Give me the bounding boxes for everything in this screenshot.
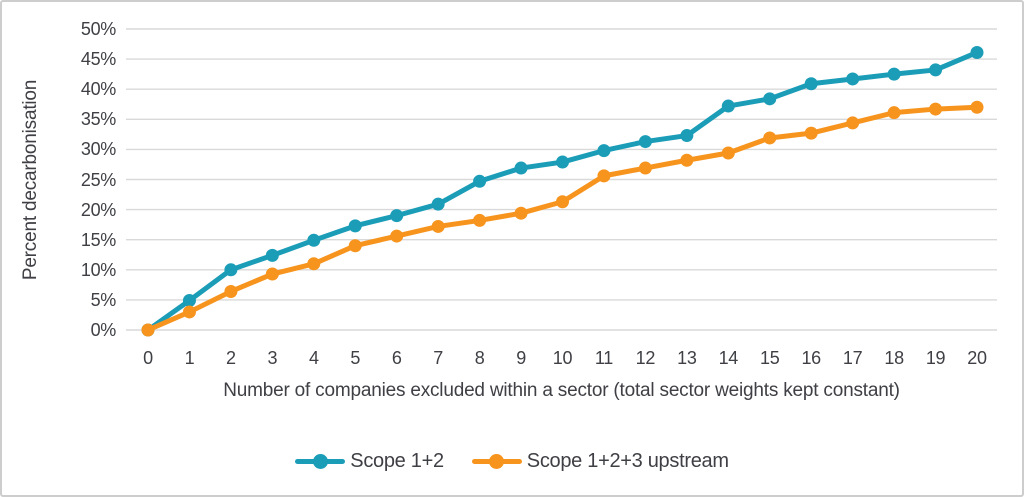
data-point — [763, 131, 777, 145]
x-tick-label: 2 — [226, 348, 236, 368]
legend-item-scope-1-2: Scope 1+2 — [295, 450, 444, 473]
x-tick-label: 9 — [516, 348, 526, 368]
chart-legend: Scope 1+2 Scope 1+2+3 upstream — [2, 445, 1022, 477]
x-tick-label: 10 — [552, 348, 573, 368]
x-tick-label: 17 — [842, 348, 863, 368]
data-point — [473, 213, 487, 227]
x-tick-label: 8 — [474, 348, 485, 368]
data-point — [265, 248, 279, 262]
data-point — [680, 153, 694, 167]
x-tick-label: 11 — [594, 348, 613, 368]
legend-label: Scope 1+2 — [350, 449, 444, 472]
data-point — [763, 92, 777, 106]
data-point — [307, 257, 321, 271]
y-tick-label: 20% — [80, 199, 116, 220]
data-point — [141, 323, 155, 337]
data-point — [638, 161, 652, 175]
x-tick-label: 15 — [760, 348, 780, 368]
y-tick-label: 15% — [80, 229, 116, 250]
data-point — [556, 155, 569, 169]
x-tick-label: 4 — [308, 348, 319, 368]
x-tick-label: 13 — [677, 348, 697, 368]
data-point — [721, 99, 735, 113]
x-tick-label: 0 — [143, 348, 153, 368]
data-point — [431, 197, 445, 211]
data-point — [224, 263, 238, 277]
x-tick-label: 5 — [350, 348, 361, 368]
y-tick-label: 40% — [80, 79, 116, 100]
line-marker-swatch-icon — [471, 453, 522, 469]
x-tick-label: 19 — [925, 348, 946, 368]
data-point — [390, 229, 404, 243]
y-tick-label: 5% — [90, 289, 117, 310]
data-point — [182, 305, 196, 319]
data-point — [929, 102, 943, 116]
data-point — [597, 169, 611, 183]
y-tick-label: 35% — [80, 109, 116, 130]
data-point — [390, 209, 404, 223]
data-point — [182, 294, 196, 308]
series-line-1 — [145, 104, 980, 333]
x-tick-label: 16 — [801, 348, 821, 368]
data-point — [638, 135, 652, 149]
data-point — [265, 267, 279, 281]
legend-label: Scope 1+2+3 upstream — [526, 449, 729, 472]
data-point — [556, 195, 569, 209]
data-point — [431, 219, 445, 233]
y-tick-label: 0% — [90, 320, 117, 340]
data-point — [846, 72, 860, 86]
data-point — [597, 144, 611, 158]
x-tick-label: 6 — [391, 348, 402, 368]
x-tick-label: 1 — [184, 348, 195, 368]
x-tick-label: 7 — [433, 348, 443, 368]
data-point — [804, 126, 818, 140]
data-point — [348, 239, 362, 253]
x-tick-label: 3 — [267, 348, 278, 368]
data-point — [307, 233, 321, 247]
y-tick-label: 45% — [80, 49, 116, 70]
data-point — [514, 161, 528, 175]
y-tick-label: 25% — [80, 169, 116, 190]
x-tick-label: 18 — [884, 348, 904, 368]
data-point — [348, 219, 362, 233]
data-point — [721, 146, 735, 160]
series-line-0 — [145, 49, 980, 333]
x-tick-label: 14 — [718, 348, 739, 368]
y-tick-label: 10% — [80, 259, 116, 280]
data-point — [846, 116, 860, 130]
data-point — [804, 77, 818, 91]
x-axis-title: Number of companies excluded within a se… — [223, 380, 900, 401]
data-point — [887, 67, 901, 81]
data-point — [970, 100, 984, 114]
data-point — [680, 129, 694, 143]
y-tick-label: 50% — [80, 19, 116, 39]
y-axis-title: Percent decarbonisation — [20, 79, 41, 281]
legend-item-scope-1-2-3-upstream: Scope 1+2+3 upstream — [471, 449, 729, 473]
data-point — [929, 63, 943, 77]
line-marker-swatch-icon — [295, 453, 346, 469]
y-tick-label: 30% — [80, 139, 116, 160]
data-point — [514, 206, 528, 220]
x-tick-label: 20 — [967, 348, 987, 368]
data-point — [970, 45, 984, 59]
data-point — [473, 174, 487, 188]
x-tick-label: 12 — [635, 348, 656, 368]
data-point — [887, 106, 901, 120]
data-point — [224, 284, 238, 298]
